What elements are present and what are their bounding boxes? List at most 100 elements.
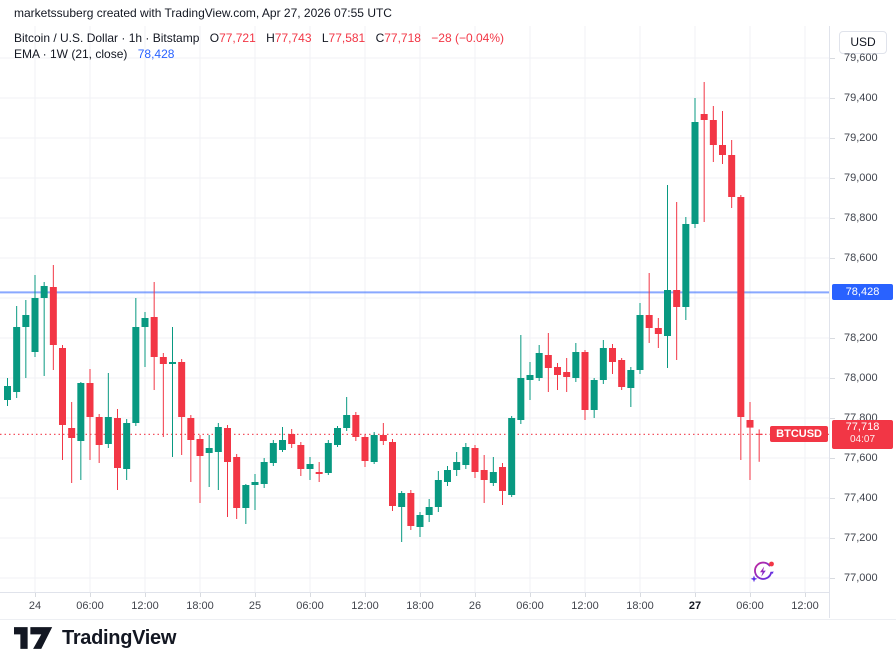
low-value: 77,581 — [328, 31, 366, 45]
tradingview-logo[interactable]: TradingView — [14, 626, 176, 650]
price-tick-label: 78,800 — [844, 212, 878, 224]
candle — [526, 362, 534, 400]
candle — [609, 344, 617, 374]
time-tick-mark — [750, 593, 751, 597]
time-tick-hour: 06:00 — [516, 600, 544, 612]
candle — [636, 303, 644, 374]
time-tick-hour: 06:00 — [76, 600, 104, 612]
price-tick-label: 77,600 — [844, 452, 878, 464]
candle — [150, 282, 158, 390]
candle — [31, 275, 39, 357]
candle — [361, 434, 369, 467]
candle — [407, 490, 415, 530]
price-tick-label: 78,600 — [844, 252, 878, 264]
currency-button[interactable]: USD — [839, 31, 887, 54]
time-tick-mark — [420, 593, 421, 597]
time-tick-mark — [310, 593, 311, 597]
change-value: −28 (−0.04%) — [431, 31, 505, 45]
candle — [22, 300, 30, 378]
candle — [187, 415, 195, 482]
candle — [471, 445, 479, 478]
candle — [453, 452, 461, 476]
candle — [214, 423, 222, 490]
price-tick-mark — [830, 98, 835, 99]
candle — [554, 363, 562, 390]
symbol-title[interactable]: Bitcoin / U.S. Dollar · 1h · Bitstamp — [14, 31, 200, 45]
price-tick-label: 79,600 — [844, 52, 878, 64]
time-tick-hour: 12:00 — [131, 600, 159, 612]
price-tick-label: 79,000 — [844, 172, 878, 184]
attribution-bar: marketssuberg created with TradingView.c… — [0, 0, 896, 27]
time-tick-mark — [365, 593, 366, 597]
candle — [279, 427, 287, 452]
price-tick-mark — [830, 218, 835, 219]
low-label: L — [321, 31, 329, 45]
indicator-value: 78,428 — [137, 47, 175, 61]
time-axis[interactable]: 24 06:00 12:00 18:00 25 06:00 12:00 18:00 26 06:0… — [0, 592, 896, 620]
price-tick-mark — [830, 378, 835, 379]
indicator-label[interactable]: EMA · 1W (21, close) — [14, 47, 128, 61]
candle — [77, 382, 85, 480]
candle — [49, 265, 57, 370]
candle — [398, 491, 406, 542]
time-tick-mark — [90, 593, 91, 597]
candle — [86, 369, 94, 460]
candle — [141, 312, 149, 367]
time-tick-mark — [585, 593, 586, 597]
open-value: 77,721 — [219, 31, 256, 45]
time-tick-hour: 12:00 — [791, 600, 819, 612]
candle — [389, 439, 397, 511]
price-tick-label: 77,200 — [844, 532, 878, 544]
time-tick-mark — [475, 593, 476, 597]
candle — [251, 474, 259, 510]
high-value: 77,743 — [274, 31, 312, 45]
candle — [233, 454, 241, 519]
candle — [444, 466, 452, 486]
candle — [159, 353, 167, 437]
price-tick-mark — [830, 538, 835, 539]
candle — [719, 111, 727, 164]
candle — [709, 106, 717, 162]
candle — [462, 443, 470, 469]
attribution-text: marketssuberg created with TradingView.c… — [14, 6, 392, 20]
candle — [205, 435, 213, 487]
price-tick-label: 77,400 — [844, 492, 878, 504]
boost-icon[interactable] — [748, 558, 778, 588]
time-tick-mark — [640, 593, 641, 597]
time-tick-day: 24 — [28, 600, 42, 612]
price-tick-mark — [830, 138, 835, 139]
candle — [379, 423, 387, 445]
candle — [517, 335, 525, 424]
candle — [499, 463, 507, 505]
candle — [178, 359, 186, 455]
candle — [297, 442, 305, 476]
candle — [544, 333, 552, 392]
time-tick-mark — [255, 593, 256, 597]
legend: Bitcoin / U.S. Dollar · 1h · Bitstamp O7… — [14, 30, 504, 62]
price-tick-label: 79,400 — [844, 92, 878, 104]
boost-icon-graphic — [750, 561, 774, 583]
candle — [755, 429, 763, 462]
candle — [68, 402, 76, 483]
candles — [4, 82, 763, 542]
candle — [59, 345, 67, 460]
candle — [581, 350, 589, 420]
price-axis[interactable]: USD 79,600 79,400 79,200 79,000 78,800 78,600… — [829, 26, 896, 618]
time-tick-hour: 18:00 — [626, 600, 654, 612]
ema-price-label: 78,428 — [832, 284, 893, 301]
price-tick-mark — [830, 458, 835, 459]
time-tick-mark — [200, 593, 201, 597]
candle — [654, 318, 662, 348]
time-tick-mark — [35, 593, 36, 597]
close-value: 77,718 — [384, 31, 421, 45]
time-tick-hour: 12:00 — [571, 600, 599, 612]
price-tick-label: 78,200 — [844, 332, 878, 344]
time-tick-hour: 18:00 — [406, 600, 434, 612]
candlestick-chart[interactable] — [0, 26, 830, 592]
time-tick-mark — [695, 593, 696, 597]
candle — [563, 358, 571, 392]
chart-area: Bitcoin / U.S. Dollar · 1h · Bitstamp O7… — [0, 26, 896, 620]
candle — [645, 273, 653, 343]
candle — [352, 412, 360, 441]
